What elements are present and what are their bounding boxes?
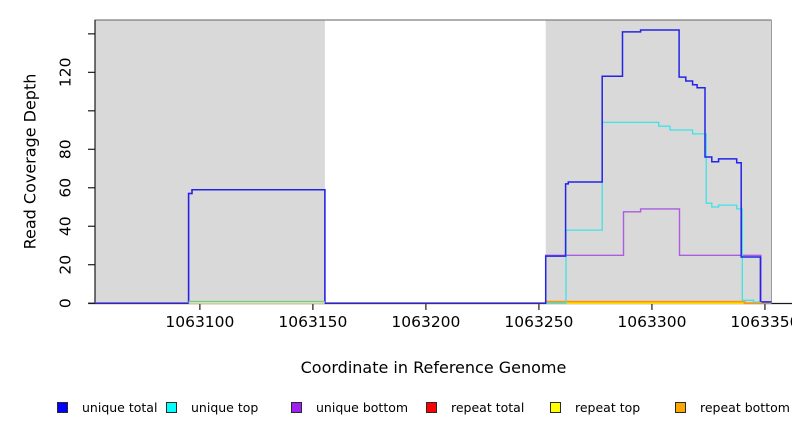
y-tick-label: 80: [57, 139, 75, 159]
y-axis-title: Read Coverage Depth: [20, 73, 40, 250]
legend-swatch-icon: [426, 401, 437, 413]
y-tick-label: 120: [57, 58, 75, 88]
y-tick-label: 40: [57, 216, 75, 236]
legend-swatch-icon: [675, 401, 686, 413]
legend-swatch-icon: [166, 401, 177, 413]
legend-label: repeat total: [451, 399, 525, 415]
legend-label: unique total: [82, 399, 158, 415]
repeat-region-right: [545, 20, 772, 304]
series-unique-total: [95, 29, 772, 304]
x-tick-label: 1063300: [617, 313, 686, 331]
y-tick-label: 0: [57, 298, 75, 308]
legend-label: unique bottom: [316, 399, 409, 415]
legend-item-unique-bottom: unique bottom: [291, 397, 408, 417]
legend-label: unique top: [191, 399, 259, 415]
y-tick-label: 60: [57, 178, 75, 198]
x-axis-title: Coordinate in Reference Genome: [300, 358, 567, 377]
legend-item-unique-top: unique top: [166, 397, 258, 417]
legend-item-repeat-bottom: repeat bottom: [675, 397, 790, 417]
legend-swatch-icon: [550, 401, 561, 413]
legend-label: repeat bottom: [700, 399, 790, 415]
legend-label: repeat top: [575, 399, 641, 415]
repeat-region-left: [95, 20, 325, 304]
legend-item-repeat-top: repeat top: [550, 397, 640, 417]
legend-item-unique-total: unique total: [57, 397, 157, 417]
x-tick-label: 1063350: [730, 313, 792, 331]
legend-item-repeat-total: repeat total: [426, 397, 524, 417]
legend-swatch-icon: [291, 401, 302, 413]
x-tick-label: 1063250: [504, 313, 573, 331]
y-tick-label: 20: [57, 255, 75, 275]
legend-swatch-icon: [57, 401, 68, 413]
x-tick-label: 1063150: [278, 313, 347, 331]
x-tick-label: 1063200: [391, 313, 460, 331]
legend: unique total unique top unique bottom repea…: [0, 397, 792, 419]
chart-area: 0 20 40 60 80 120 1063100 1063150 1063200 1063250…: [57, 19, 792, 331]
x-tick-label: 1063100: [165, 313, 234, 331]
